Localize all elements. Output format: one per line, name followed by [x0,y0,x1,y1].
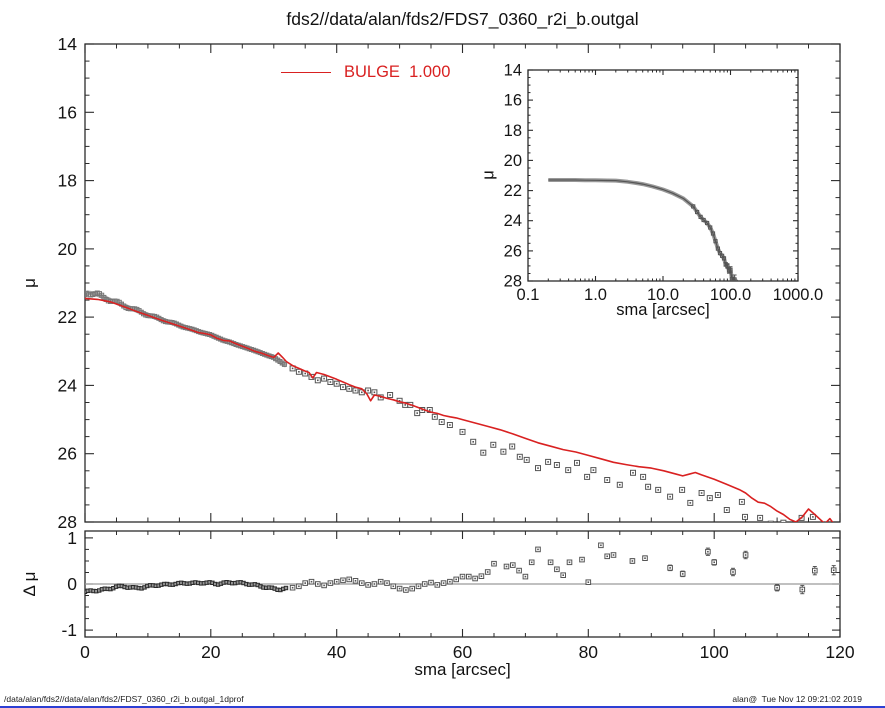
svg-text:20: 20 [201,642,221,662]
svg-text:14: 14 [58,34,78,54]
x-axis-label: sma [arcsec] [414,660,511,679]
svg-text:-1: -1 [61,620,77,640]
legend-line-swatch [281,71,331,73]
svg-text:26: 26 [58,444,77,464]
svg-text:20: 20 [58,239,78,259]
svg-text:18: 18 [58,171,77,191]
legend-label: BULGE 1.000 [344,62,451,81]
svg-text:28: 28 [504,273,522,291]
svg-text:28: 28 [58,512,77,532]
svg-text:16: 16 [504,92,522,110]
svg-text:1.0: 1.0 [584,286,607,304]
svg-text:18: 18 [504,122,522,140]
svg-text:22: 22 [504,182,522,200]
svg-text:120: 120 [825,642,854,662]
inset-x-axis-label: sma [arcsec] [616,301,710,319]
plot-title: fds2//data/alan/fds2/FDS7_0360_r2i_b.out… [286,9,639,29]
footer-file-path: /data/alan/fds2//data/alan/fds2/FDS7_036… [4,694,244,704]
svg-text:1000.0: 1000.0 [773,286,823,304]
svg-text:24: 24 [504,212,522,230]
svg-text:100: 100 [700,642,729,662]
svg-text:16: 16 [58,102,77,122]
legend: BULGE 1.000 [281,62,450,82]
svg-text:14: 14 [504,62,522,80]
svg-text:60: 60 [453,642,473,662]
svg-text:40: 40 [327,642,347,662]
main-y-axis-label: μ [20,278,39,288]
svg-text:0: 0 [67,574,77,594]
svg-text:24: 24 [58,375,78,395]
window-bottom-edge-bar [0,705,885,708]
svg-text:1: 1 [67,528,77,548]
svg-text:0: 0 [80,642,90,662]
svg-text:26: 26 [504,242,522,260]
svg-text:22: 22 [58,307,77,327]
svg-text:10.0: 10.0 [647,286,679,304]
svg-text:100.0: 100.0 [710,286,751,304]
inset-y-axis-label: μ [479,170,498,180]
svg-text:20: 20 [504,152,522,170]
footer-user-timestamp: alan@ Tue Nov 12 09:21:02 2019 [732,694,862,704]
residual-y-axis-label: Δ μ [20,571,39,597]
svg-text:80: 80 [579,642,599,662]
svg-text:0.1: 0.1 [517,286,540,304]
